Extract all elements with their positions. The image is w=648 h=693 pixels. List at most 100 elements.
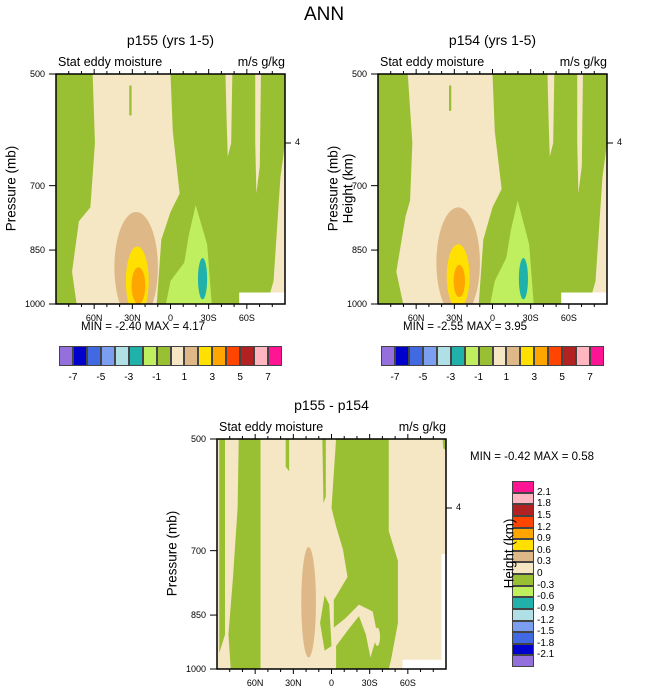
y-tick-label: 700: [29, 180, 45, 191]
colorbar-swatch: [512, 632, 534, 644]
y-tick-label: 1000: [346, 299, 367, 309]
x-tick-label: 60S: [238, 313, 255, 323]
colorbar-label: -0.3: [537, 579, 555, 591]
subtitle-right: m/s g/kg: [237, 55, 285, 69]
colorbar-swatch: [100, 346, 115, 366]
colorbar-label: -7: [68, 372, 78, 383]
colorbar-label: 7: [587, 372, 593, 383]
x-tick-label: 30N: [124, 313, 141, 323]
x-tick-label: 60N: [85, 313, 103, 323]
plot-axes: [210, 434, 452, 674]
colorbar-swatch: [142, 346, 157, 366]
colorbar-label: 1.2: [537, 521, 551, 533]
colorbar-swatch: [562, 346, 577, 366]
colorbar-label: -1.5: [537, 626, 555, 638]
plot-frame: [377, 73, 608, 305]
y-tick-label: 850: [29, 245, 45, 256]
colorbar-swatch: [590, 346, 604, 366]
colorbar-swatch: [512, 527, 534, 540]
colorbar-label: -1.2: [537, 614, 555, 626]
colorbar-swatch: [156, 346, 171, 366]
colorbar-label: -3: [446, 372, 456, 383]
contour-fill: [378, 74, 607, 304]
colorbar-swatch: [512, 515, 534, 528]
colorbar-label: 0.9: [537, 533, 551, 545]
x-tick-label: 0: [167, 313, 173, 323]
y2-tick-label: 4: [295, 137, 301, 147]
subtitle-right: m/s g/kg: [398, 420, 446, 434]
colorbar-swatch: [184, 346, 199, 366]
colorbar-swatch: [408, 346, 423, 366]
colorbar-swatch: [212, 346, 227, 366]
colorbar-swatch: [114, 346, 129, 366]
plot-axes: [49, 69, 291, 309]
colorbar-swatch: [170, 346, 185, 366]
plot-frame: [216, 438, 447, 670]
colorbar-swatch: [512, 655, 534, 667]
colorbar-label: -1: [474, 372, 484, 383]
colorbar-label: 1.8: [537, 498, 551, 510]
contour-plot-p155: [56, 74, 285, 304]
x-tick-label: 30N: [285, 678, 302, 688]
colorbar-label: -0.6: [537, 591, 555, 603]
plot-axes: [371, 69, 613, 309]
contour-fill: [217, 439, 446, 669]
y-tick-label: 850: [351, 245, 367, 256]
colorbar-label: 5: [237, 372, 243, 383]
x-tick-label: 30N: [446, 313, 463, 323]
y2-tick-label: 4: [617, 137, 623, 147]
y-tick-label: 500: [29, 69, 45, 79]
colorbar-swatch: [512, 539, 534, 551]
colorbar-swatch: [506, 346, 521, 366]
colorbar-swatch: [512, 597, 534, 609]
minmax-text: MIN = -0.42 MAX = 0.58: [470, 451, 595, 463]
y-tick-label: 700: [351, 180, 367, 191]
colorbar-label: 3: [209, 372, 216, 383]
panel-title: p155 - p154: [294, 397, 369, 413]
panel-title: p155 (yrs 1-5): [126, 32, 215, 48]
colorbar-label: 3: [531, 372, 538, 383]
y2-axis-label: Height (km): [501, 518, 517, 589]
panel-title: p154 (yrs 1-5): [448, 32, 537, 48]
colorbar-difference: [512, 481, 534, 667]
colorbar-swatch: [128, 346, 143, 366]
colorbar-swatch: [226, 346, 241, 366]
colorbar-swatch: [512, 585, 534, 598]
colorbar-swatch: [512, 550, 534, 563]
colorbar-swatch: [548, 346, 563, 366]
colorbar-swatch: [512, 504, 534, 516]
colorbar-p154: [381, 346, 604, 366]
colorbar-swatch: [478, 346, 493, 366]
colorbar-swatch: [254, 346, 269, 366]
colorbar-swatch: [198, 346, 213, 366]
colorbar-swatch: [512, 608, 534, 621]
colorbar-swatch: [520, 346, 535, 366]
colorbar-swatch: [534, 346, 549, 366]
minmax-text: MIN = -2.40 MAX = 4.17: [81, 321, 206, 333]
colorbar-p155: [59, 346, 282, 366]
x-tick-label: 60N: [407, 313, 425, 323]
colorbar-swatch: [492, 346, 507, 366]
y-tick-label: 850: [190, 610, 206, 621]
colorbar-swatch: [576, 346, 591, 366]
colorbar-swatch: [422, 346, 437, 366]
contour-fill: [56, 74, 285, 304]
colorbar-label: -5: [418, 372, 428, 383]
colorbar-swatch: [450, 346, 465, 366]
subtitle-left: Stat eddy moisture: [58, 55, 163, 69]
x-tick-label: 0: [489, 313, 495, 323]
colorbar-label: 5: [559, 372, 565, 383]
colorbar-swatch: [512, 643, 534, 656]
x-tick-label: 60S: [399, 678, 416, 688]
x-tick-label: 30S: [200, 313, 217, 323]
x-tick-label: 30S: [522, 313, 539, 323]
colorbar-label: 0: [537, 568, 543, 579]
x-tick-label: 30S: [361, 678, 378, 688]
colorbar-swatch: [72, 346, 87, 366]
y-tick-label: 700: [190, 545, 206, 556]
colorbar-swatch: [59, 346, 73, 366]
colorbar-swatch: [464, 346, 479, 366]
colorbar-label: -3: [124, 372, 134, 383]
colorbar-label: 1.5: [537, 509, 551, 521]
